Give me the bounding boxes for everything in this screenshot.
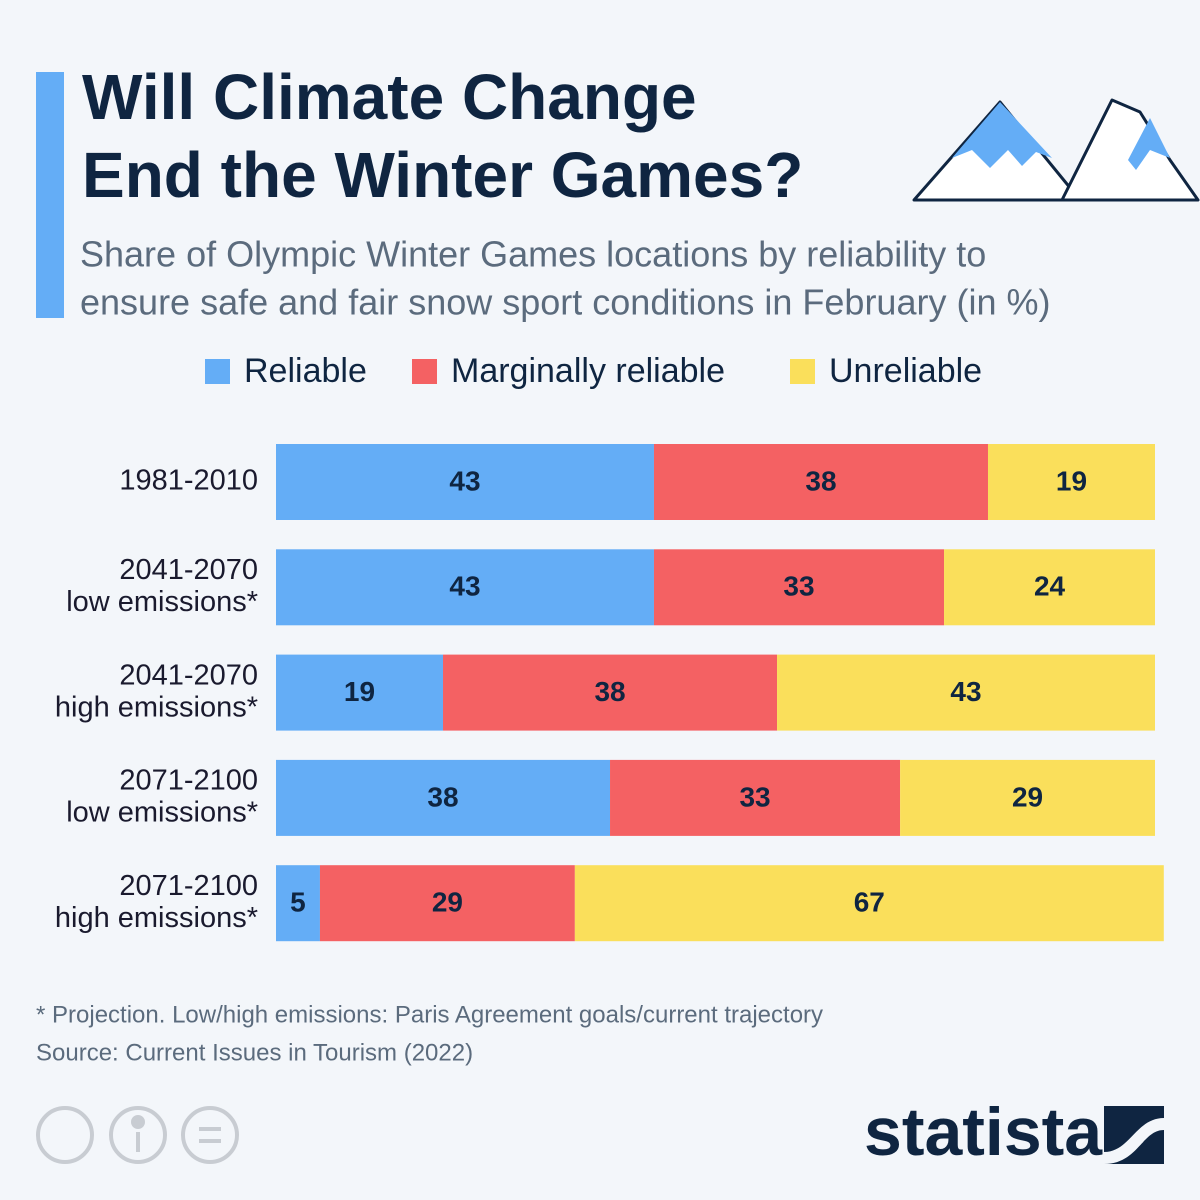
chart-title: Will Climate Change	[82, 61, 697, 133]
bar-segment	[987, 444, 1155, 520]
value-label: 29	[1012, 781, 1043, 812]
value-label: 5	[290, 887, 306, 918]
value-label: 67	[854, 887, 885, 918]
value-label: 33	[739, 781, 770, 812]
bar-segment	[276, 865, 320, 942]
legend-label: Unreliable	[829, 352, 982, 390]
bar-segment	[319, 865, 575, 942]
bar-segment	[443, 654, 778, 731]
legend-swatch	[790, 359, 815, 384]
bar-segment	[610, 759, 901, 836]
subtitle: Share of Olympic Winter Games locations …	[80, 234, 986, 275]
bar-segment	[574, 865, 1164, 942]
value-label: 43	[950, 676, 981, 707]
bar-segment	[900, 759, 1155, 836]
cc-icons	[36, 1106, 239, 1164]
bar-segment	[944, 549, 1155, 626]
legend-swatch	[412, 359, 437, 384]
legend-swatch	[205, 359, 230, 384]
value-label: 38	[427, 781, 458, 812]
y-tick-label: low emissions*	[66, 586, 258, 618]
source: Source: Current Issues in Tourism (2022)	[36, 1039, 473, 1066]
legend-label: Marginally reliable	[451, 352, 725, 390]
y-tick-label: 2071-2100	[119, 870, 258, 902]
brand: statista	[864, 1094, 1103, 1170]
accent-bar	[36, 72, 64, 318]
subtitle: ensure safe and fair snow sport conditio…	[80, 282, 1050, 323]
value-label: 33	[783, 571, 814, 602]
brand-logo	[1104, 1106, 1164, 1164]
value-label: 19	[344, 676, 375, 707]
bar-segment	[276, 759, 611, 836]
legend-label: Reliable	[244, 352, 367, 390]
value-label: 43	[449, 465, 480, 496]
y-tick-label: 2041-2070	[119, 659, 258, 691]
y-tick-label: 1981-2010	[119, 465, 258, 497]
y-tick-label: high emissions*	[55, 902, 258, 934]
chart-title: End the Winter Games?	[82, 139, 803, 211]
y-tick-label: 2041-2070	[119, 554, 258, 586]
bar-segment	[276, 654, 444, 731]
y-tick-label: high emissions*	[55, 691, 258, 723]
mountain-icon	[912, 98, 1200, 202]
value-label: 29	[432, 887, 463, 918]
bar-segment	[777, 654, 1155, 731]
bar-segment	[276, 444, 654, 520]
bar-segment	[653, 444, 988, 520]
footnote: * Projection. Low/high emissions: Paris …	[36, 1001, 823, 1028]
bar-segment	[653, 549, 945, 626]
y-tick-label: low emissions*	[66, 797, 258, 829]
value-label: 43	[449, 571, 480, 602]
bar-segment	[276, 549, 654, 626]
y-tick-label: 2071-2100	[119, 765, 258, 797]
value-label: 38	[805, 465, 836, 496]
value-label: 38	[594, 676, 625, 707]
value-label: 24	[1034, 571, 1066, 602]
value-label: 19	[1056, 465, 1087, 496]
